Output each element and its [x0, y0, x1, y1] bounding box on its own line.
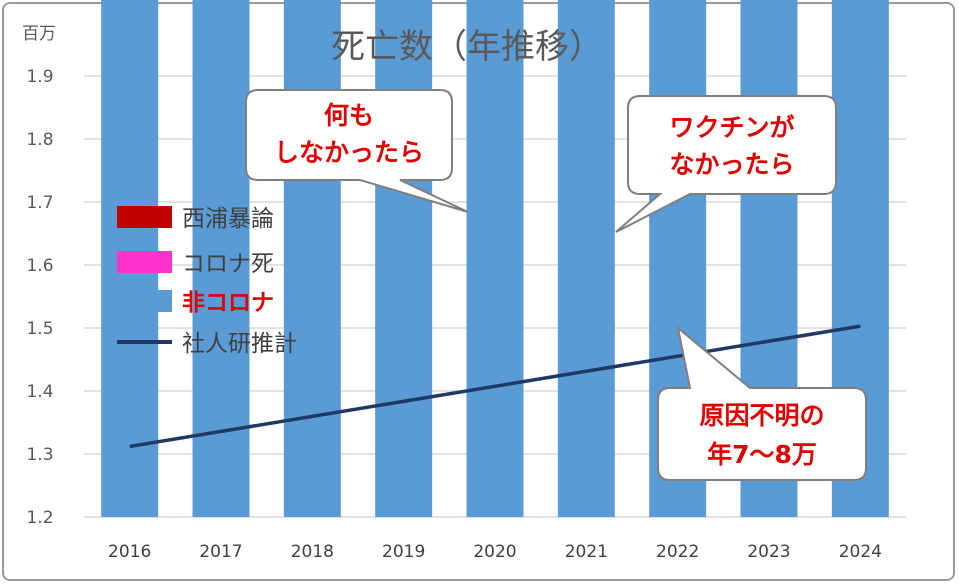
x-tick-label: 2016 [108, 542, 151, 562]
y-tick-label: 1.2 [26, 508, 53, 528]
bar-non-covid [557, 0, 615, 517]
legend-label-covid: コロナ死 [182, 251, 274, 277]
callout-text-line1: ワクチンが [669, 113, 794, 142]
y-tick-label: 1.5 [26, 319, 53, 339]
bar-non-covid [466, 0, 524, 517]
legend-swatch-covid [117, 251, 172, 273]
axes: 1.2 1.3 1.4 1.5 1.6 1.7 1.8 1.9 2016 2017 2018 2019… [26, 67, 881, 562]
legend-swatch-non-covid [117, 290, 172, 312]
legend: 西浦暴論 コロナ死 非コロナ 社人研推計 [117, 206, 297, 357]
y-tick-label: 1.9 [26, 67, 53, 87]
ipss-projection-line [129, 324, 861, 449]
callout-bubble [245, 89, 469, 213]
y-tick-label: 1.8 [26, 130, 53, 150]
x-tick-label: 2024 [839, 542, 882, 562]
callout-text-line2: しなかったら [274, 138, 424, 167]
callout-text-line1: 原因不明の [699, 401, 824, 430]
trend-line [129, 324, 861, 449]
bar-non-covid [283, 0, 341, 517]
callout-text-line2: なかったら [669, 150, 794, 179]
callout-bubble [657, 325, 867, 481]
bar-non-covid [375, 0, 433, 517]
callout-text-line2: 年7～8万 [707, 440, 817, 469]
legend-label-ipss: 社人研推計 [182, 331, 297, 357]
x-tick-label: 2019 [382, 542, 425, 562]
callout-text-line1: 何も [324, 101, 374, 130]
x-tick-label: 2018 [291, 542, 334, 562]
callout-do-nothing: 何も しなかったら [245, 89, 469, 213]
x-tick-label: 2021 [565, 542, 608, 562]
y-unit-label: 百万 [22, 24, 56, 44]
callout-no-vaccine: ワクチンが なかったら [615, 95, 837, 233]
x-tick-label: 2022 [656, 542, 699, 562]
x-tick-label: 2020 [473, 542, 516, 562]
callout-bubble [615, 95, 837, 233]
legend-label-nishiura: 西浦暴論 [182, 206, 274, 232]
legend-label-non-covid: 非コロナ [182, 290, 274, 316]
x-tick-label: 2023 [747, 542, 790, 562]
callout-unknown-cause: 原因不明の 年7～8万 [657, 325, 867, 481]
y-tick-label: 1.7 [26, 193, 53, 213]
chart-title: 死亡数（年推移） [331, 27, 603, 67]
x-tick-label: 2017 [199, 542, 242, 562]
y-tick-label: 1.4 [26, 382, 53, 402]
legend-swatch-nishiura [117, 206, 172, 228]
y-tick-label: 1.3 [26, 445, 53, 465]
y-tick-label: 1.6 [26, 256, 53, 276]
